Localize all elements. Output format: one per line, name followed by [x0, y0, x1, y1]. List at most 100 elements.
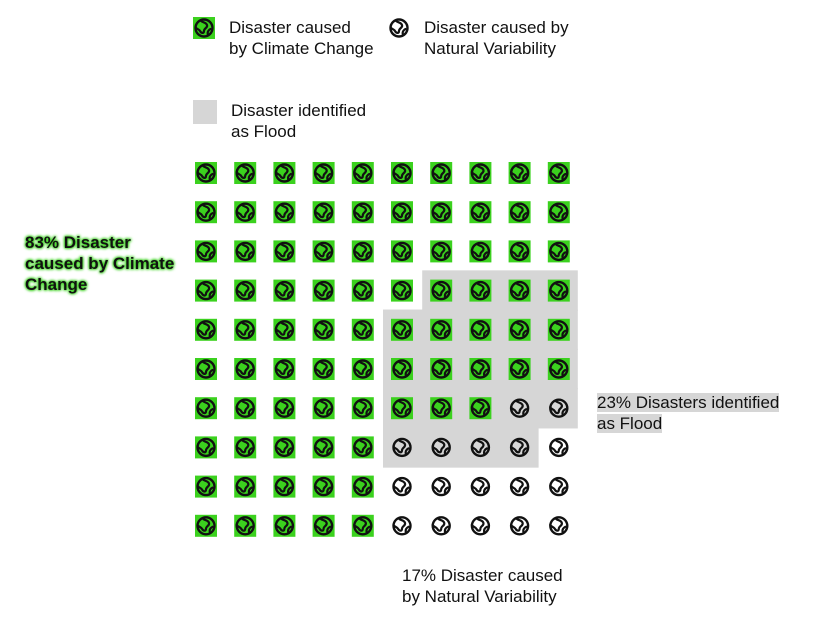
climate-disaster-icon — [547, 162, 570, 184]
climate-disaster-icon — [312, 436, 335, 459]
natural-disaster-icon — [549, 437, 569, 458]
climate-disaster-icon — [547, 201, 570, 224]
climate-disaster-icon — [508, 279, 531, 302]
climate-disaster-icon — [469, 279, 492, 302]
climate-disaster-icon — [547, 240, 570, 263]
climate-disaster-icon — [312, 201, 335, 224]
climate-disaster-icon — [195, 358, 217, 380]
climate-disaster-icon — [234, 279, 257, 302]
natural-disaster-icon — [509, 398, 530, 418]
climate-disaster-icon — [508, 318, 531, 341]
climate-disaster-icon — [430, 162, 453, 184]
climate-disaster-icon — [351, 201, 374, 224]
flood-region-row — [383, 427, 539, 468]
climate-disaster-icon — [351, 318, 374, 341]
climate-disaster-icon — [508, 201, 531, 224]
climate-disaster-icon — [273, 397, 296, 420]
climate-disaster-icon — [273, 201, 296, 224]
climate-disaster-icon — [351, 240, 374, 263]
climate-disaster-icon — [195, 475, 217, 498]
climate-disaster-icon — [234, 436, 257, 459]
natural-disaster-icon — [509, 516, 530, 536]
climate-disaster-icon — [391, 279, 413, 302]
globe-icon — [389, 18, 409, 38]
climate-disaster-icon — [430, 397, 453, 420]
climate-disaster-icon — [273, 514, 296, 537]
climate-disaster-icon — [469, 162, 492, 184]
climate-disaster-icon — [391, 240, 413, 263]
annotation-climate-change: 83% Disaster caused by Climate Change — [25, 233, 175, 294]
annotation-flood: 23% Disasters identified as Flood — [597, 392, 780, 434]
climate-disaster-icon — [351, 514, 374, 537]
natural-disaster-icon — [470, 516, 491, 536]
legend-flood: Disaster identified as Flood — [193, 100, 366, 142]
climate-disaster-icon — [273, 279, 296, 302]
legend-climate-change: Disaster caused by Climate Change — [193, 17, 374, 59]
legend-climate-label: Disaster caused by Climate Change — [229, 18, 374, 58]
climate-disaster-icon — [195, 201, 217, 224]
climate-disaster-icon — [430, 201, 453, 224]
natural-disaster-icon — [470, 476, 491, 497]
climate-disaster-icon — [312, 475, 335, 498]
climate-disaster-icon — [273, 318, 296, 341]
legend-natural-variability: Disaster caused by Natural Variability — [388, 17, 569, 59]
climate-disaster-icon — [391, 397, 413, 420]
globe-icon — [193, 17, 215, 39]
climate-disaster-icon — [508, 162, 531, 184]
climate-disaster-icon — [195, 240, 217, 263]
climate-disaster-icon — [312, 358, 335, 380]
natural-disaster-icon — [549, 516, 569, 536]
climate-disaster-icon — [234, 240, 257, 263]
climate-disaster-icon — [273, 358, 296, 380]
climate-disaster-icon — [508, 240, 531, 263]
climate-disaster-icon — [273, 436, 296, 459]
climate-disaster-icon — [195, 318, 217, 341]
climate-disaster-icon — [547, 279, 570, 302]
climate-disaster-icon — [312, 279, 335, 302]
climate-disaster-icon — [469, 358, 492, 380]
climate-disaster-icon — [351, 162, 374, 184]
climate-disaster-icon — [195, 162, 217, 184]
climate-disaster-icon — [391, 318, 413, 341]
climate-disaster-icon — [195, 436, 217, 459]
natural-disaster-icon — [431, 476, 451, 497]
natural-disaster-icon — [509, 437, 530, 458]
climate-disaster-icon — [547, 358, 570, 380]
climate-disaster-icon — [195, 397, 217, 420]
climate-disaster-icon — [234, 475, 257, 498]
climate-disaster-icon — [273, 162, 296, 184]
natural-disaster-icon — [509, 476, 530, 497]
climate-disaster-icon — [351, 358, 374, 380]
natural-disaster-icon — [549, 398, 569, 418]
climate-disaster-icon — [351, 397, 374, 420]
climate-disaster-icon — [469, 240, 492, 263]
climate-disaster-icon — [351, 436, 374, 459]
natural-disaster-icon — [392, 516, 412, 536]
climate-disaster-icon — [234, 397, 257, 420]
natural-disaster-icon — [431, 516, 451, 536]
flood-swatch — [193, 100, 217, 124]
climate-disaster-icon — [195, 514, 217, 537]
legend-natural-label: Disaster caused by Natural Variability — [424, 18, 569, 58]
climate-disaster-icon — [351, 475, 374, 498]
climate-disaster-icon — [391, 162, 413, 184]
climate-disaster-icon — [430, 358, 453, 380]
climate-disaster-icon — [391, 358, 413, 380]
climate-disaster-icon — [469, 318, 492, 341]
climate-disaster-icon — [430, 318, 453, 341]
climate-disaster-icon — [469, 201, 492, 224]
climate-disaster-icon — [234, 358, 257, 380]
climate-disaster-icon — [312, 318, 335, 341]
climate-disaster-icon — [469, 397, 492, 420]
climate-disaster-icon — [351, 279, 374, 302]
natural-disaster-icon — [470, 437, 491, 458]
climate-disaster-icon — [312, 514, 335, 537]
legend-flood-label: Disaster identified as Flood — [231, 101, 367, 141]
climate-disaster-icon — [234, 318, 257, 341]
natural-disaster-icon — [392, 437, 412, 458]
climate-disaster-icon — [430, 279, 453, 302]
climate-disaster-icon — [234, 514, 257, 537]
climate-disaster-icon — [391, 201, 413, 224]
natural-disaster-icon — [392, 476, 412, 497]
